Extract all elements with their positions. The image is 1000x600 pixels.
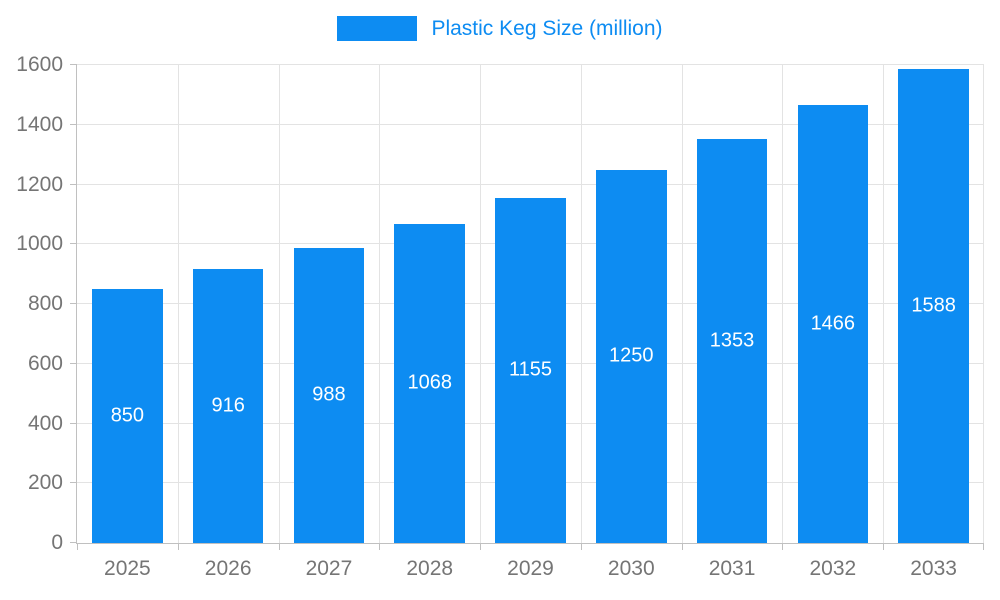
y-tick-mark xyxy=(70,243,77,245)
plot-area: 0 200 400 600 800 1000 1200 1400 1600 850 2025 916 2… xyxy=(16,53,984,580)
x-tick-label: 2033 xyxy=(910,557,957,580)
bar[interactable]: 1068 xyxy=(394,223,465,543)
bar[interactable]: 1353 xyxy=(696,138,768,543)
y-tick-mark xyxy=(70,183,77,185)
x-tick-label: 2032 xyxy=(809,557,857,580)
legend-label: Plastic Keg Size (million) xyxy=(431,16,663,40)
x-tick-mark xyxy=(379,543,381,550)
y-tick-label: 1400 xyxy=(16,112,63,136)
y-tick-label: 0 xyxy=(51,531,63,554)
y-tick-label: 1200 xyxy=(16,172,63,196)
v-gridline xyxy=(983,65,984,543)
v-gridline xyxy=(480,65,482,543)
bar[interactable]: 916 xyxy=(192,269,264,543)
bar[interactable]: 988 xyxy=(293,247,365,543)
x-tick-label: 2030 xyxy=(607,557,655,580)
y-tick-mark xyxy=(70,422,77,424)
y-tick-mark xyxy=(70,123,77,125)
x-tick-label: 2026 xyxy=(204,557,252,580)
y-tick-mark xyxy=(70,303,77,304)
bar[interactable]: 1250 xyxy=(596,169,667,543)
bar[interactable]: 1466 xyxy=(797,105,869,543)
y-tick-label: 1000 xyxy=(16,232,63,256)
x-tick-mark xyxy=(681,543,683,550)
x-tick-mark xyxy=(278,543,280,550)
x-tick-mark xyxy=(983,543,984,550)
bar-value-label: 1466 xyxy=(810,312,856,335)
y-tick-label: 400 xyxy=(27,411,63,435)
legend[interactable]: Plastic Keg Size (million) xyxy=(0,16,1000,41)
x-tick-label: 2029 xyxy=(507,557,554,580)
bar-value-label: 1250 xyxy=(609,344,654,367)
v-gridline xyxy=(580,65,582,543)
bar-value-label: 1155 xyxy=(508,358,552,381)
h-gridline xyxy=(77,183,984,185)
v-gridline xyxy=(379,65,381,543)
legend-swatch-icon xyxy=(337,16,418,41)
x-tick-mark xyxy=(580,543,582,550)
v-gridline xyxy=(177,65,179,543)
y-tick-label: 200 xyxy=(27,471,63,495)
v-gridline xyxy=(278,65,280,543)
bar[interactable]: 850 xyxy=(92,289,163,543)
h-gridline xyxy=(77,123,984,125)
x-tick-mark xyxy=(480,543,482,550)
y-tick-mark xyxy=(70,542,77,543)
x-tick-label: 2031 xyxy=(708,557,756,580)
v-gridline xyxy=(681,65,683,543)
v-gridline xyxy=(782,65,784,543)
bar[interactable]: 1155 xyxy=(495,197,566,543)
y-tick-mark xyxy=(70,64,77,65)
bar-value-label: 1353 xyxy=(709,329,755,352)
x-tick-label: 2027 xyxy=(305,557,353,580)
x-tick-mark xyxy=(782,543,784,550)
y-tick-mark xyxy=(70,362,77,364)
bar-value-label: 850 xyxy=(110,404,145,427)
bar-value-label: 988 xyxy=(312,383,346,406)
bar[interactable]: 1588 xyxy=(898,68,969,543)
x-tick-mark xyxy=(177,543,179,550)
bar-value-label: 1068 xyxy=(407,371,452,394)
h-gridline xyxy=(77,64,984,65)
y-tick-label: 800 xyxy=(27,292,63,315)
y-tick-label: 600 xyxy=(27,351,63,375)
x-tick-mark xyxy=(883,543,885,550)
y-tick-label: 1600 xyxy=(16,53,63,76)
x-tick-label: 2025 xyxy=(104,557,151,580)
bar-value-label: 916 xyxy=(211,394,245,417)
bar-value-label: 1588 xyxy=(911,294,956,317)
x-tick-mark xyxy=(77,543,78,550)
v-gridline xyxy=(883,65,885,543)
x-tick-label: 2028 xyxy=(406,557,454,580)
y-tick-mark xyxy=(70,482,77,484)
